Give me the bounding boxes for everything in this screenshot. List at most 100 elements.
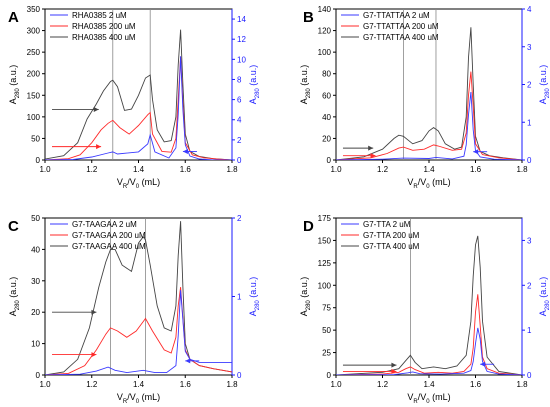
y-axis-label: A280 (a.u.) bbox=[8, 65, 21, 105]
series-line bbox=[336, 27, 522, 160]
y-label-sub: 280 bbox=[15, 300, 21, 311]
x-tick-label: 1.8 bbox=[226, 380, 238, 389]
annotation-arrow-head bbox=[96, 144, 102, 150]
legend-label: G7-TTA 200 uM bbox=[363, 231, 420, 240]
annotation-arrow-head bbox=[370, 153, 376, 159]
panel-letter: A bbox=[8, 9, 19, 26]
y2-label-tail: (a.u.) bbox=[538, 277, 548, 301]
y-tick-label: 50 bbox=[322, 326, 331, 335]
y2-tick-label: 0 bbox=[237, 371, 242, 380]
y2-label-main: A bbox=[248, 98, 258, 104]
legend-label: G7-TAAGAA 400 uM bbox=[72, 242, 146, 251]
x-tick-label: 1.6 bbox=[470, 165, 482, 174]
x-tick-label: 1.2 bbox=[86, 165, 98, 174]
x-tick-label: 1.2 bbox=[377, 380, 389, 389]
legend-label: G7-TTA 400 uM bbox=[363, 242, 420, 251]
x-label-sub: R bbox=[413, 399, 418, 405]
x-label-tail: (mL) bbox=[139, 177, 160, 187]
legend-label: G7-TTATTAA 400 uM bbox=[363, 33, 439, 42]
y2-tick-label: 1 bbox=[237, 293, 242, 302]
legend-label: G7-TAAGAA 200 uM bbox=[72, 231, 146, 240]
y2-tick-label: 10 bbox=[237, 55, 246, 64]
plot-frame bbox=[44, 8, 233, 161]
y2-tick-label: 14 bbox=[237, 15, 246, 24]
legend-label: G7-TTATTAA 2 uM bbox=[363, 11, 430, 20]
y-tick-label: 75 bbox=[322, 304, 331, 313]
legend-label: RHA0385 200 uM bbox=[72, 22, 136, 31]
x-tick-label: 1.8 bbox=[516, 380, 528, 389]
x-label-sub: R bbox=[413, 184, 418, 190]
annotation-arrow-head bbox=[91, 309, 97, 315]
y2-label-main: A bbox=[248, 310, 258, 316]
series-line bbox=[336, 235, 522, 375]
x-tick-label: 1.0 bbox=[39, 165, 51, 174]
y-tick-label: 80 bbox=[322, 70, 331, 79]
y-tick-label: 20 bbox=[31, 308, 40, 317]
y2-tick-label: 8 bbox=[237, 75, 242, 84]
x-label-sub: R bbox=[123, 184, 128, 190]
y-tick-label: 10 bbox=[31, 340, 40, 349]
x-label-tail: (mL) bbox=[139, 392, 160, 402]
y-tick-label: 175 bbox=[318, 214, 332, 223]
x-tick-label: 1.8 bbox=[516, 165, 528, 174]
y-tick-label: 0 bbox=[36, 371, 41, 380]
y2-tick-label: 1 bbox=[527, 326, 532, 335]
x-tick-label: 1.4 bbox=[133, 380, 145, 389]
annotation-arrow-head bbox=[473, 149, 479, 155]
y2-label-sub: 280 bbox=[545, 88, 550, 99]
x-tick-label: 1.6 bbox=[470, 380, 482, 389]
x-label-main: V bbox=[117, 177, 123, 187]
x-label-sub: 0 bbox=[426, 399, 430, 405]
x-label-sub: 0 bbox=[426, 184, 430, 190]
y2-tick-label: 3 bbox=[527, 236, 532, 245]
x-axis-label: VR/V0 (mL) bbox=[407, 177, 450, 190]
y-label-sub: 280 bbox=[15, 88, 21, 99]
legend-label: RHA0385 2 uM bbox=[72, 11, 127, 20]
y-tick-label: 200 bbox=[27, 70, 41, 79]
y-tick-label: 100 bbox=[318, 48, 332, 57]
y-label-tail: (a.u.) bbox=[8, 277, 18, 301]
y2-label-tail: (a.u.) bbox=[248, 65, 258, 89]
annotation-arrow-head bbox=[91, 352, 97, 358]
y2-tick-label: 12 bbox=[237, 35, 246, 44]
y-tick-label: 30 bbox=[31, 277, 40, 286]
panel-letter: B bbox=[303, 9, 314, 26]
annotation-arrow-head bbox=[182, 148, 188, 154]
y-tick-label: 250 bbox=[27, 48, 41, 57]
annotation-arrow-head bbox=[391, 362, 397, 368]
y-tick-label: 125 bbox=[318, 259, 332, 268]
x-tick-label: 1.4 bbox=[423, 165, 435, 174]
plot-frame bbox=[335, 8, 523, 161]
y2-label-sub: 280 bbox=[255, 300, 261, 311]
series-line bbox=[45, 221, 232, 375]
y-label-sub: 280 bbox=[306, 300, 312, 311]
y2-tick-label: 0 bbox=[237, 156, 242, 165]
y2-tick-label: 6 bbox=[237, 96, 242, 105]
x-tick-label: 1.4 bbox=[133, 165, 145, 174]
y-tick-label: 350 bbox=[27, 5, 41, 14]
y2-label-main: A bbox=[538, 310, 548, 316]
y2-tick-label: 0 bbox=[527, 371, 532, 380]
y-label-main: A bbox=[299, 98, 309, 104]
x-label-sub: 0 bbox=[136, 399, 140, 405]
x-label-tail: (mL) bbox=[430, 392, 451, 402]
panel-d: D1.0 1.2 1.4 1.6 1.802550751001251501750123V… bbox=[299, 214, 550, 405]
y2-label-tail: (a.u.) bbox=[538, 65, 548, 89]
y-tick-label: 25 bbox=[322, 349, 331, 358]
y2-label-sub: 280 bbox=[545, 300, 550, 311]
y-tick-label: 40 bbox=[31, 245, 40, 254]
y2-tick-label: 2 bbox=[237, 136, 242, 145]
x-tick-label: 1.8 bbox=[226, 165, 238, 174]
y2-tick-label: 1 bbox=[527, 118, 532, 127]
y2-tick-label: 3 bbox=[527, 43, 532, 52]
y-label-tail: (a.u.) bbox=[8, 65, 18, 89]
x-axis-label: VR/V0 (mL) bbox=[407, 392, 450, 405]
panel-letter: C bbox=[8, 218, 19, 235]
y-label-tail: (a.u.) bbox=[299, 277, 309, 301]
y2-tick-label: 4 bbox=[527, 5, 532, 14]
series-line bbox=[336, 294, 522, 375]
legend-label: RHA0385 400 uM bbox=[72, 33, 136, 42]
y2-tick-label: 4 bbox=[237, 116, 242, 125]
